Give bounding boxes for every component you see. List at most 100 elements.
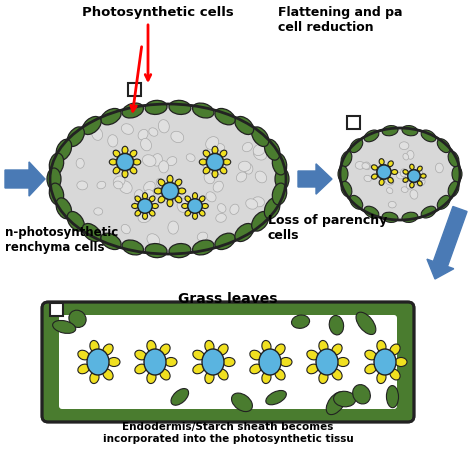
Ellipse shape [307, 364, 319, 374]
Ellipse shape [202, 203, 208, 209]
Ellipse shape [264, 139, 280, 160]
Ellipse shape [416, 178, 425, 186]
Ellipse shape [272, 153, 287, 175]
Ellipse shape [152, 203, 158, 209]
Ellipse shape [410, 190, 418, 199]
Ellipse shape [199, 159, 207, 165]
Ellipse shape [379, 159, 384, 165]
Ellipse shape [401, 187, 408, 192]
Ellipse shape [326, 392, 346, 415]
Text: Flattening and pa
cell reduction: Flattening and pa cell reduction [278, 6, 402, 34]
Ellipse shape [244, 164, 253, 174]
Ellipse shape [175, 179, 182, 186]
Ellipse shape [160, 344, 170, 355]
Ellipse shape [332, 344, 342, 355]
Ellipse shape [158, 119, 169, 133]
Ellipse shape [69, 310, 86, 328]
Ellipse shape [154, 188, 162, 194]
Ellipse shape [406, 180, 415, 189]
Ellipse shape [67, 127, 84, 146]
Ellipse shape [158, 179, 165, 186]
Ellipse shape [90, 340, 99, 352]
Ellipse shape [437, 195, 450, 209]
Ellipse shape [135, 196, 141, 202]
Ellipse shape [193, 350, 204, 360]
Ellipse shape [171, 389, 189, 405]
Ellipse shape [307, 350, 319, 360]
Ellipse shape [169, 100, 191, 114]
Ellipse shape [56, 139, 72, 160]
Ellipse shape [122, 240, 144, 255]
Ellipse shape [206, 192, 216, 202]
Ellipse shape [147, 340, 156, 352]
Ellipse shape [108, 357, 120, 366]
Ellipse shape [162, 182, 179, 200]
Ellipse shape [76, 158, 84, 168]
Ellipse shape [392, 170, 398, 174]
Ellipse shape [364, 162, 371, 170]
Ellipse shape [145, 190, 154, 198]
Ellipse shape [149, 128, 158, 136]
Ellipse shape [188, 199, 202, 213]
Ellipse shape [252, 211, 269, 231]
Ellipse shape [205, 372, 214, 383]
Ellipse shape [407, 150, 414, 159]
Ellipse shape [167, 199, 173, 207]
Ellipse shape [280, 357, 292, 366]
Ellipse shape [203, 159, 210, 168]
Ellipse shape [192, 192, 198, 199]
Ellipse shape [182, 203, 188, 209]
Ellipse shape [235, 117, 254, 135]
Ellipse shape [213, 181, 223, 192]
Ellipse shape [223, 159, 231, 165]
Ellipse shape [144, 349, 166, 375]
Ellipse shape [364, 175, 372, 182]
Ellipse shape [192, 103, 214, 118]
Ellipse shape [319, 372, 328, 383]
Ellipse shape [220, 150, 227, 157]
Ellipse shape [147, 234, 160, 246]
Ellipse shape [135, 364, 146, 374]
Ellipse shape [122, 103, 144, 118]
Ellipse shape [138, 199, 152, 213]
Ellipse shape [178, 188, 186, 194]
Ellipse shape [420, 174, 426, 178]
Ellipse shape [114, 181, 123, 189]
Ellipse shape [402, 126, 418, 136]
Ellipse shape [205, 340, 214, 352]
Text: Photosynthetic cells: Photosynthetic cells [82, 6, 234, 19]
Ellipse shape [167, 175, 173, 183]
Ellipse shape [238, 161, 251, 172]
Ellipse shape [169, 244, 191, 258]
Ellipse shape [135, 350, 146, 360]
Ellipse shape [388, 177, 393, 183]
Ellipse shape [204, 173, 215, 184]
Ellipse shape [329, 316, 344, 335]
Ellipse shape [119, 181, 132, 193]
Ellipse shape [250, 350, 261, 360]
Ellipse shape [237, 172, 246, 182]
Ellipse shape [242, 143, 252, 152]
Ellipse shape [275, 168, 289, 190]
Ellipse shape [113, 167, 120, 174]
Ellipse shape [365, 364, 376, 374]
Ellipse shape [356, 312, 376, 335]
Ellipse shape [252, 127, 269, 146]
Ellipse shape [82, 224, 101, 242]
Ellipse shape [253, 197, 264, 207]
Ellipse shape [175, 196, 182, 203]
Ellipse shape [448, 182, 459, 197]
Ellipse shape [223, 357, 235, 366]
Ellipse shape [216, 213, 226, 222]
Ellipse shape [138, 211, 152, 223]
Ellipse shape [122, 146, 128, 154]
Ellipse shape [193, 364, 204, 374]
Ellipse shape [50, 104, 286, 254]
Ellipse shape [364, 130, 379, 142]
Ellipse shape [113, 150, 120, 157]
Ellipse shape [254, 147, 267, 160]
Ellipse shape [377, 165, 391, 179]
Ellipse shape [133, 159, 141, 165]
Ellipse shape [212, 146, 218, 154]
Ellipse shape [390, 344, 400, 355]
